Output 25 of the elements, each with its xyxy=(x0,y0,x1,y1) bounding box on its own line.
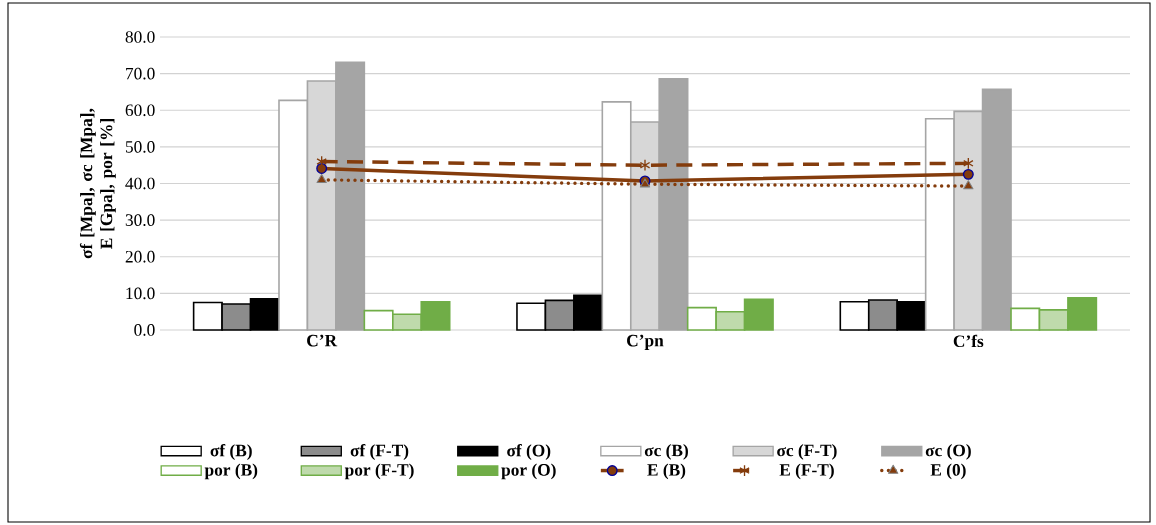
legend-label: σf (B) xyxy=(210,444,252,460)
x-tick-label: C’fs xyxy=(953,334,984,348)
x-tick-label: C’R xyxy=(307,334,338,347)
y-tick-label: 0.0 xyxy=(134,324,155,336)
y-tick-label: 30.0 xyxy=(125,214,155,227)
legend-label: σc (O) xyxy=(925,444,971,460)
y-tick-label: 60.0 xyxy=(125,104,155,117)
legend-label: E (0) xyxy=(930,463,966,480)
legend-label: por (F-T) xyxy=(344,463,414,480)
legend-label: σc (F-T) xyxy=(777,444,837,460)
y-tick-label: 50.0 xyxy=(125,141,155,153)
legend-label: por (B) xyxy=(204,463,258,480)
legend-label: por (O) xyxy=(501,463,556,480)
legend-label: σf (F-T) xyxy=(350,444,409,460)
legend-label: E (B) xyxy=(647,463,686,480)
legend-label: E (F-T) xyxy=(779,463,834,480)
legend-label: σf (O) xyxy=(507,444,551,460)
y-tick-label: 40.0 xyxy=(125,177,155,190)
y-axis-title: σf [Mpa], σc [Mpa], E [Gpa], por [%] xyxy=(79,108,116,259)
x-tick-label: C’pn xyxy=(627,334,664,350)
y-tick-label: 80.0 xyxy=(125,31,155,43)
y-tick-label: 20.0 xyxy=(125,250,155,263)
y-tick-label: 10.0 xyxy=(126,287,155,300)
legend-label: σc (B) xyxy=(644,444,688,460)
y-tick-label: 70.0 xyxy=(126,67,155,80)
